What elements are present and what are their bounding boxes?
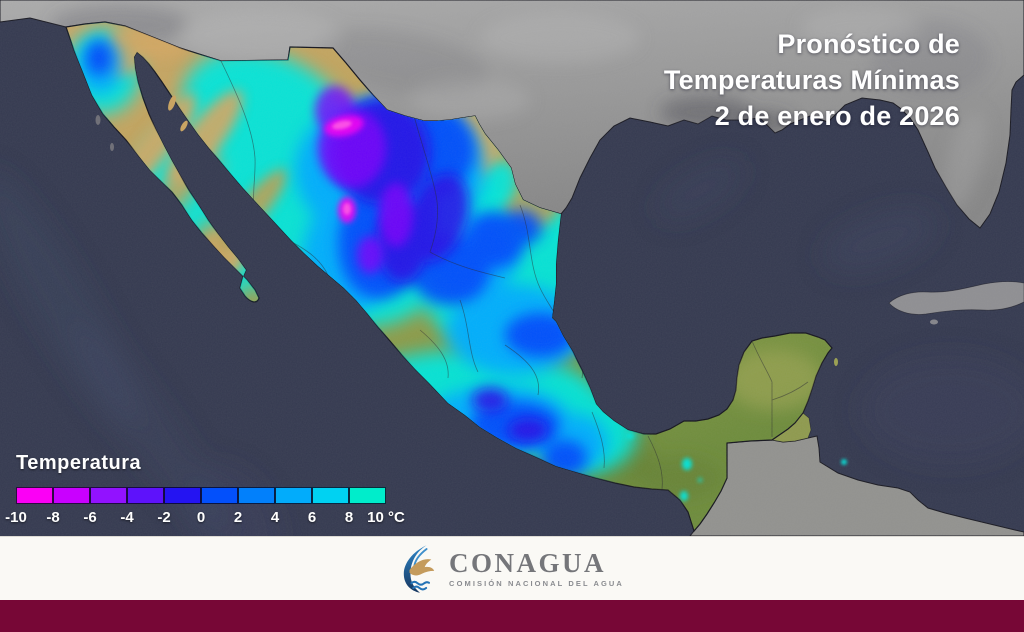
colorbar-segment xyxy=(127,487,164,504)
mexico-weather-map xyxy=(0,0,1024,536)
colorbar-tick: -4 xyxy=(120,509,134,526)
colorbar-tick: -10 xyxy=(5,509,27,526)
legend-title: Temperatura xyxy=(16,452,142,474)
conagua-water-drop-eagle-icon xyxy=(403,544,435,593)
conagua-logo-name: CONAGUA xyxy=(449,547,607,578)
colorbar-tick: -8 xyxy=(46,509,60,526)
colorbar-tick: 10 °C xyxy=(367,509,405,526)
grain-texture xyxy=(0,0,1024,536)
temperature-legend: Temperatura -10 -8 -6 -4 -2 0 2 4 6 8 10 °C xyxy=(5,452,416,527)
colorbar-segment xyxy=(349,487,386,504)
colorbar-tick: 8 xyxy=(344,509,354,526)
map-title: Pronóstico de Temperaturas Mínimas 2 de … xyxy=(664,26,960,134)
colorbar-segment xyxy=(90,487,127,504)
title-line-1: Pronóstico de xyxy=(777,29,960,59)
footer-band: CONAGUA COMISIÓN NACIONAL DEL AGUA xyxy=(0,536,1024,600)
conagua-logo-subtitle: COMISIÓN NACIONAL DEL AGUA xyxy=(449,578,624,588)
title-line-2: Temperaturas Mínimas xyxy=(663,65,960,95)
colorbar-tick: -2 xyxy=(157,509,171,526)
colorbar-tick: -6 xyxy=(83,509,97,526)
conagua-logo: CONAGUA COMISIÓN NACIONAL DEL AGUA xyxy=(400,543,624,595)
colorbar-segment xyxy=(312,487,349,504)
temperature-colorbar xyxy=(16,487,386,504)
conagua-logo-text: CONAGUA COMISIÓN NACIONAL DEL AGUA xyxy=(449,547,624,588)
colorbar-tick: 0 xyxy=(196,509,206,526)
colorbar-segment xyxy=(238,487,275,504)
colorbar-segment xyxy=(275,487,312,504)
footer-bar xyxy=(0,600,1024,632)
colorbar-segment xyxy=(164,487,201,504)
colorbar-tick: 4 xyxy=(270,509,280,526)
colorbar-segment xyxy=(53,487,90,504)
colorbar-segment xyxy=(16,487,53,504)
colorbar-ticks: -10 -8 -6 -4 -2 0 2 4 6 8 10 °C xyxy=(5,509,416,527)
title-line-3: 2 de enero de 2026 xyxy=(714,101,960,131)
colorbar-tick: 6 xyxy=(307,509,317,526)
colorbar-segment xyxy=(201,487,238,504)
colorbar-tick: 2 xyxy=(233,509,243,526)
